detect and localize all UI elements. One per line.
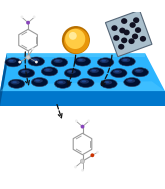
Circle shape (96, 151, 99, 153)
Circle shape (81, 125, 84, 129)
Ellipse shape (124, 78, 140, 87)
Circle shape (35, 61, 38, 64)
Ellipse shape (111, 69, 127, 78)
Ellipse shape (101, 60, 106, 62)
Circle shape (74, 166, 77, 168)
Ellipse shape (82, 80, 86, 82)
Ellipse shape (8, 79, 25, 88)
Ellipse shape (111, 25, 118, 31)
Ellipse shape (20, 70, 30, 74)
Ellipse shape (103, 80, 112, 84)
Circle shape (32, 47, 34, 50)
Ellipse shape (123, 29, 130, 35)
Ellipse shape (136, 70, 141, 72)
Circle shape (18, 61, 21, 64)
Circle shape (26, 55, 30, 59)
Ellipse shape (132, 68, 148, 77)
Ellipse shape (55, 60, 60, 62)
Ellipse shape (128, 38, 135, 44)
Ellipse shape (7, 59, 16, 63)
Ellipse shape (35, 80, 40, 81)
Ellipse shape (101, 79, 117, 88)
Ellipse shape (115, 70, 119, 72)
Ellipse shape (80, 80, 89, 84)
Ellipse shape (44, 68, 53, 72)
Ellipse shape (113, 70, 122, 74)
Circle shape (69, 32, 77, 40)
Ellipse shape (126, 79, 135, 83)
Polygon shape (7, 53, 145, 57)
Circle shape (64, 28, 89, 53)
Ellipse shape (57, 80, 66, 84)
Ellipse shape (22, 70, 27, 72)
Ellipse shape (68, 70, 73, 72)
Ellipse shape (34, 79, 43, 83)
Ellipse shape (121, 37, 127, 43)
Ellipse shape (132, 33, 138, 39)
Ellipse shape (9, 60, 14, 62)
Ellipse shape (12, 81, 17, 83)
Circle shape (62, 26, 90, 54)
Ellipse shape (18, 69, 35, 78)
Ellipse shape (123, 59, 127, 61)
Ellipse shape (11, 80, 20, 84)
Ellipse shape (67, 70, 76, 74)
Circle shape (80, 159, 85, 163)
Polygon shape (0, 53, 7, 106)
Ellipse shape (54, 79, 71, 88)
Ellipse shape (45, 69, 50, 71)
Ellipse shape (51, 58, 68, 67)
Circle shape (75, 119, 78, 122)
Circle shape (65, 29, 85, 49)
Polygon shape (0, 91, 165, 106)
Polygon shape (0, 81, 165, 91)
Ellipse shape (28, 57, 45, 66)
Ellipse shape (74, 57, 91, 66)
Ellipse shape (32, 59, 37, 61)
Polygon shape (105, 10, 152, 57)
Ellipse shape (119, 57, 135, 66)
Ellipse shape (87, 68, 104, 77)
Ellipse shape (5, 58, 21, 67)
Ellipse shape (78, 59, 83, 61)
Ellipse shape (78, 78, 94, 88)
Ellipse shape (97, 58, 114, 67)
Circle shape (21, 15, 23, 18)
Ellipse shape (121, 18, 127, 24)
Circle shape (26, 21, 30, 25)
Ellipse shape (30, 58, 40, 62)
Ellipse shape (41, 67, 58, 76)
Ellipse shape (53, 59, 63, 63)
Circle shape (87, 119, 90, 122)
Ellipse shape (119, 28, 126, 33)
Circle shape (90, 153, 94, 157)
Polygon shape (0, 53, 165, 91)
Ellipse shape (140, 36, 146, 42)
Circle shape (33, 15, 36, 18)
Ellipse shape (118, 44, 124, 50)
Ellipse shape (113, 35, 119, 41)
Ellipse shape (105, 81, 109, 83)
Ellipse shape (31, 78, 48, 87)
Ellipse shape (133, 17, 139, 23)
Ellipse shape (135, 27, 141, 33)
Ellipse shape (91, 70, 96, 72)
Ellipse shape (100, 59, 109, 63)
Ellipse shape (121, 58, 130, 62)
Ellipse shape (90, 69, 99, 73)
Ellipse shape (134, 69, 144, 73)
Ellipse shape (58, 81, 63, 83)
Ellipse shape (64, 69, 81, 78)
Ellipse shape (130, 22, 136, 28)
Ellipse shape (128, 80, 132, 81)
Ellipse shape (77, 58, 86, 62)
Circle shape (81, 169, 84, 172)
